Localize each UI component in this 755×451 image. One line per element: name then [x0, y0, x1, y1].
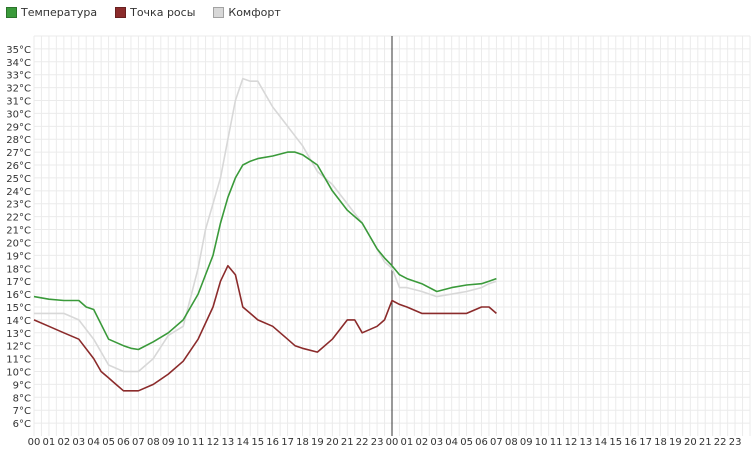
y-tick-label: 14°C — [6, 316, 31, 327]
x-tick-label: 09 — [162, 437, 175, 448]
x-tick-label: 20 — [684, 437, 697, 448]
y-tick-label: 26°C — [6, 161, 31, 172]
chart-legend: Температура Точка росы Комфорт — [6, 4, 281, 20]
x-tick-label: 04 — [445, 437, 458, 448]
y-tick-label: 31°C — [6, 97, 31, 108]
y-tick-label: 18°C — [6, 264, 31, 275]
x-tick-label: 17 — [281, 437, 294, 448]
y-tick-label: 7°C — [13, 406, 31, 417]
y-tick-label: 21°C — [6, 226, 31, 237]
y-tick-label: 22°C — [6, 213, 31, 224]
y-tick-label: 32°C — [6, 84, 31, 95]
x-tick-label: 02 — [57, 437, 70, 448]
x-tick-label: 06 — [117, 437, 130, 448]
x-tick-label: 21 — [341, 437, 354, 448]
x-tick-label: 05 — [460, 437, 473, 448]
x-tick-label: 23 — [729, 437, 742, 448]
x-tick-label: 01 — [43, 437, 56, 448]
y-tick-label: 9°C — [13, 380, 31, 391]
x-tick-label: 05 — [102, 437, 115, 448]
x-tick-label: 18 — [654, 437, 667, 448]
x-tick-label: 07 — [132, 437, 145, 448]
x-tick-label: 10 — [177, 437, 190, 448]
y-tick-label: 12°C — [6, 342, 31, 353]
y-tick-label: 15°C — [6, 303, 31, 314]
y-tick-label: 25°C — [6, 174, 31, 185]
x-tick-label: 14 — [236, 437, 249, 448]
x-tick-label: 17 — [639, 437, 652, 448]
y-tick-label: 20°C — [6, 238, 31, 249]
x-tick-label: 23 — [371, 437, 384, 448]
x-tick-label: 16 — [624, 437, 637, 448]
x-tick-label: 20 — [326, 437, 339, 448]
x-tick-label: 22 — [356, 437, 369, 448]
x-tick-label: 08 — [147, 437, 160, 448]
y-tick-label: 35°C — [6, 45, 31, 56]
y-tick-label: 16°C — [6, 290, 31, 301]
y-tick-label: 29°C — [6, 122, 31, 133]
legend-item-comfort[interactable]: Комфорт — [213, 4, 281, 20]
y-tick-label: 33°C — [6, 71, 31, 82]
x-tick-label: 22 — [714, 437, 727, 448]
x-tick-label: 02 — [415, 437, 428, 448]
x-tick-label: 19 — [311, 437, 324, 448]
x-tick-label: 15 — [609, 437, 622, 448]
x-tick-label: 19 — [669, 437, 682, 448]
legend-swatch-comfort — [213, 6, 225, 18]
y-tick-label: 34°C — [6, 58, 31, 69]
y-tick-label: 28°C — [6, 135, 31, 146]
x-tick-label: 03 — [72, 437, 85, 448]
legend-label-dew-point: Точка росы — [130, 5, 196, 19]
y-tick-label: 13°C — [6, 329, 31, 340]
legend-swatch-temperature — [6, 6, 17, 18]
y-tick-label: 30°C — [6, 109, 31, 120]
y-tick-label: 10°C — [6, 367, 31, 378]
x-tick-label: 11 — [550, 437, 563, 448]
x-tick-label: 00 — [386, 437, 399, 448]
y-tick-label: 19°C — [6, 251, 31, 262]
x-tick-label: 14 — [594, 437, 607, 448]
x-tick-label: 01 — [401, 437, 414, 448]
x-tick-label: 12 — [565, 437, 578, 448]
y-tick-label: 6°C — [13, 419, 31, 430]
series-line-comfort — [34, 77, 497, 373]
x-tick-label: 06 — [475, 437, 488, 448]
x-tick-label: 08 — [505, 437, 518, 448]
x-tick-label: 21 — [699, 437, 712, 448]
x-tick-label: 09 — [520, 437, 533, 448]
x-tick-label: 11 — [192, 437, 205, 448]
y-tick-label: 24°C — [6, 187, 31, 198]
legend-swatch-dew-point — [115, 6, 127, 18]
chart-series-lines — [33, 77, 497, 392]
x-axis-ticks: 00 01 02 03 04 05 06 07 08 09 10 11 12 13 14 15 16 17 18 19… — [28, 437, 742, 448]
y-axis-ticks: 6°C 7°C 8°C 9°C 10°C11°C 12°C 13°C 14°C 15°C 16°C… — [6, 45, 31, 430]
x-tick-label: 12 — [207, 437, 220, 448]
y-tick-label: 11°C — [6, 355, 31, 366]
y-tick-label: 8°C — [13, 393, 31, 404]
x-tick-label: 03 — [430, 437, 443, 448]
series-line-temperature — [33, 151, 497, 351]
legend-item-dew-point[interactable]: Точка росы — [115, 4, 195, 20]
y-tick-label: 17°C — [6, 277, 31, 288]
x-tick-label: 04 — [87, 437, 100, 448]
x-tick-label: 15 — [251, 437, 264, 448]
legend-label-temperature: Температура — [21, 5, 98, 19]
x-tick-label: 00 — [28, 437, 41, 448]
x-tick-label: 13 — [580, 437, 593, 448]
legend-item-temperature[interactable]: Температура — [6, 4, 97, 20]
y-tick-label: 23°C — [6, 200, 31, 211]
legend-label-comfort: Комфорт — [228, 5, 281, 19]
x-tick-label: 10 — [535, 437, 548, 448]
x-tick-label: 16 — [266, 437, 279, 448]
y-tick-label: 27°C — [6, 148, 31, 159]
x-tick-label: 13 — [222, 437, 235, 448]
series-line-dew-point — [33, 264, 497, 392]
x-tick-label: 07 — [490, 437, 503, 448]
x-tick-label: 18 — [296, 437, 309, 448]
